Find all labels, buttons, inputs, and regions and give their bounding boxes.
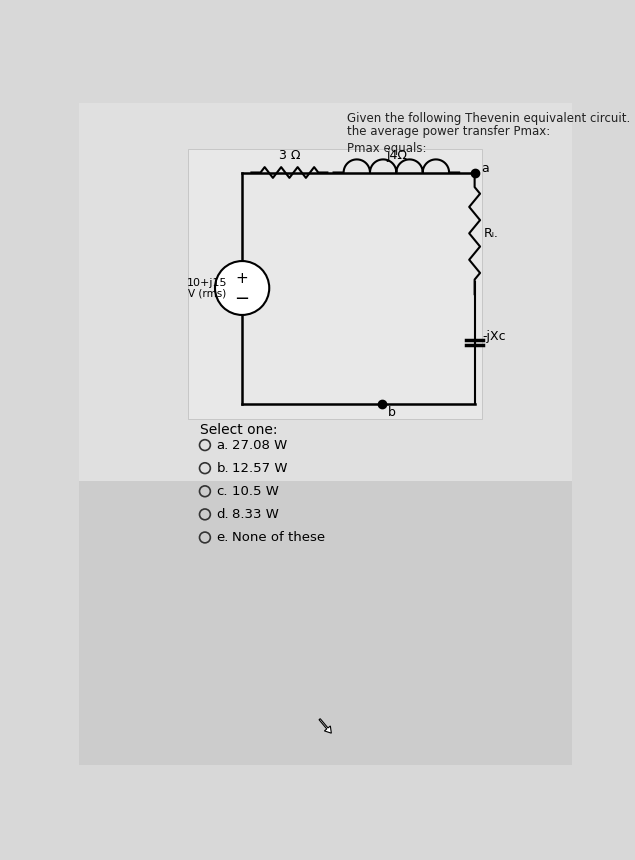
Text: e.: e. (217, 531, 229, 544)
Text: d.: d. (217, 508, 229, 521)
Text: b: b (388, 406, 396, 419)
Bar (79, 103, 572, 481)
Text: b.: b. (217, 462, 229, 475)
Text: +: + (236, 271, 248, 286)
Text: -jXc: -jXc (483, 330, 506, 343)
Text: −: − (234, 290, 250, 308)
Text: 3 Ω: 3 Ω (279, 150, 300, 163)
Bar (188, 150, 483, 419)
Text: a.: a. (217, 439, 229, 452)
Text: Given the following Thevenin equivalent circuit.  We connected ZL and its value : Given the following Thevenin equivalent … (347, 113, 635, 126)
Text: None of these: None of these (232, 531, 325, 544)
Text: the average power transfer Pmax:: the average power transfer Pmax: (347, 125, 550, 138)
Text: 10+j15: 10+j15 (187, 279, 227, 288)
Text: 8.33 W: 8.33 W (232, 508, 279, 521)
Text: Pmax equals:: Pmax equals: (347, 142, 426, 155)
Text: V (rms): V (rms) (188, 288, 226, 298)
FancyArrow shape (319, 719, 331, 734)
Text: a: a (481, 163, 488, 175)
Text: Select one:: Select one: (199, 423, 277, 437)
Bar (79, 481, 572, 765)
Text: 12.57 W: 12.57 W (232, 462, 288, 475)
Text: Rₗ.: Rₗ. (484, 227, 499, 240)
Text: c.: c. (217, 485, 228, 498)
Circle shape (215, 261, 269, 315)
Text: 10.5 W: 10.5 W (232, 485, 279, 498)
Text: j4Ω: j4Ω (386, 150, 407, 163)
Text: 27.08 W: 27.08 W (232, 439, 287, 452)
